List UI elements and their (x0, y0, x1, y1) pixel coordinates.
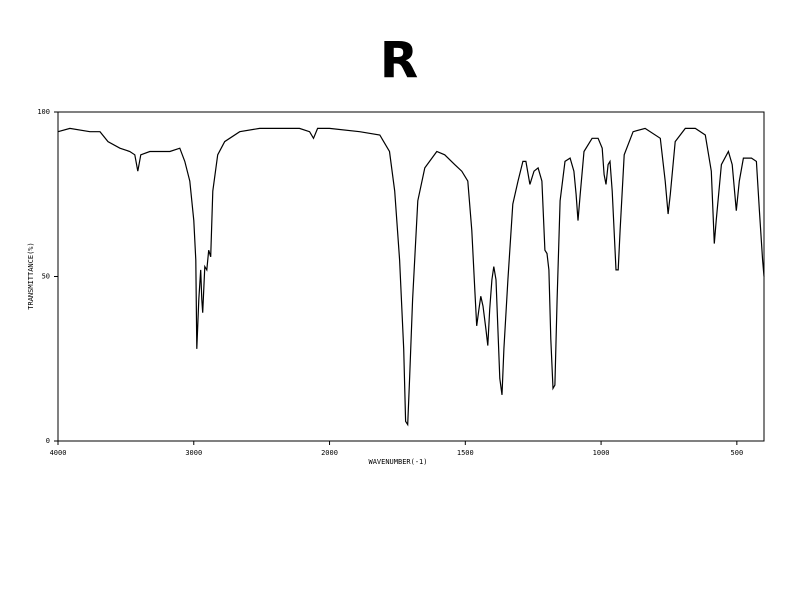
plot-frame (57, 111, 765, 442)
x-tick-label: 4000 (50, 449, 67, 457)
spectrum-line (57, 127, 765, 427)
x-tick-label: 2000 (321, 449, 338, 457)
y-tick-label: 50 (42, 273, 50, 281)
chart-title: R (380, 32, 419, 90)
x-axis-label: WAVENUMBER(-1) (368, 458, 427, 466)
x-tick-label: 3000 (185, 449, 202, 457)
x-tick-label: 1500 (457, 449, 474, 457)
x-tick-label: 1000 (593, 449, 610, 457)
y-tick-label: 0 (46, 437, 50, 445)
y-tick-label: 100 (37, 108, 50, 116)
x-tick-label: 500 (731, 449, 744, 457)
y-axis-label: TRANSMITTANCE(%) (27, 242, 35, 309)
